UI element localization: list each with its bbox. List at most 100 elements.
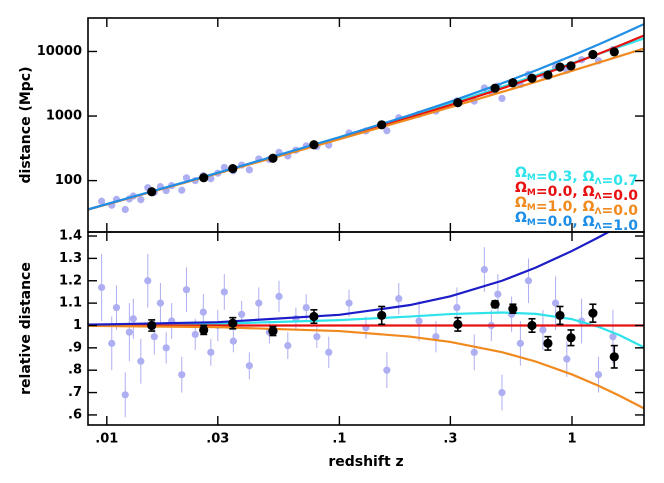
y-tick-label: 1.1 bbox=[59, 296, 82, 311]
model-line bbox=[88, 324, 644, 410]
data-point bbox=[539, 326, 547, 334]
binned-point bbox=[555, 62, 565, 72]
binned-point bbox=[566, 333, 576, 343]
binned-point bbox=[609, 47, 619, 57]
data-point bbox=[383, 366, 391, 374]
binned-point bbox=[453, 319, 463, 329]
y-tick-label: 1.3 bbox=[59, 251, 82, 266]
x-tick-label: 1 bbox=[567, 432, 576, 447]
data-point bbox=[156, 299, 165, 307]
legend-entry: ΩM=1.0, ΩΛ=0.0 bbox=[515, 195, 638, 219]
data-point bbox=[609, 333, 617, 341]
data-point bbox=[594, 371, 603, 379]
y-tick-label: 1 bbox=[73, 318, 82, 333]
data-point bbox=[498, 94, 506, 103]
binned-point bbox=[228, 164, 238, 174]
data-point bbox=[238, 310, 246, 318]
binned-point bbox=[309, 140, 319, 150]
data-point bbox=[150, 333, 158, 341]
y-tick-label: 1000 bbox=[46, 109, 82, 124]
data-point bbox=[125, 328, 133, 336]
binned-point bbox=[609, 352, 619, 362]
data-point bbox=[112, 303, 121, 312]
binned-point bbox=[490, 299, 500, 309]
data-point bbox=[144, 277, 152, 285]
legend-entry: ΩM=0.0, ΩΛ=0.0 bbox=[515, 180, 638, 204]
data-point bbox=[98, 197, 106, 205]
legend-entry: ΩM=0.3, ΩΛ=0.7 bbox=[515, 165, 638, 189]
y-tick-label: .6 bbox=[68, 407, 82, 422]
data-point bbox=[453, 303, 461, 312]
binned-point bbox=[555, 310, 565, 321]
y-axis-label: distance (Mpc) bbox=[18, 67, 34, 184]
data-point bbox=[383, 127, 391, 135]
plot-area bbox=[88, 232, 644, 418]
binned-point bbox=[199, 173, 209, 183]
x-tick-label: .01 bbox=[95, 432, 118, 447]
data-point bbox=[563, 355, 571, 363]
plot-area bbox=[88, 23, 644, 214]
data-point bbox=[178, 371, 186, 379]
data-point bbox=[345, 299, 353, 307]
data-point bbox=[498, 388, 506, 397]
binned-point bbox=[527, 73, 537, 83]
data-point bbox=[137, 196, 145, 204]
binned-point bbox=[508, 304, 518, 314]
data-point bbox=[137, 357, 145, 365]
legend-entry: ΩM=0.0, ΩΛ=1.0 bbox=[515, 210, 638, 234]
data-point bbox=[325, 348, 333, 356]
binned-point bbox=[147, 320, 157, 331]
binned-point bbox=[377, 310, 387, 321]
data-point bbox=[121, 205, 129, 214]
data-point bbox=[494, 290, 502, 298]
binned-point bbox=[588, 49, 598, 60]
binned-point bbox=[543, 70, 553, 80]
binned-point bbox=[377, 120, 387, 130]
data-point bbox=[191, 330, 199, 339]
model-line bbox=[88, 232, 611, 326]
data-point bbox=[108, 339, 116, 347]
binned-point bbox=[199, 325, 209, 335]
data-point bbox=[284, 342, 292, 350]
data-point bbox=[98, 283, 106, 292]
data-point bbox=[415, 317, 423, 325]
data-point bbox=[220, 288, 228, 296]
binned-point bbox=[309, 311, 319, 322]
binned-point bbox=[527, 320, 537, 331]
x-tick-label: .3 bbox=[443, 432, 457, 447]
binned-point bbox=[490, 83, 500, 93]
data-point bbox=[395, 295, 403, 303]
y-tick-label: 100 bbox=[55, 173, 82, 188]
data-point bbox=[551, 299, 560, 307]
binned-point bbox=[543, 338, 553, 348]
x-tick-label: .03 bbox=[206, 432, 229, 447]
data-point bbox=[255, 299, 263, 307]
data-point bbox=[182, 286, 191, 294]
data-point bbox=[432, 333, 440, 341]
model-line bbox=[88, 311, 644, 349]
y-tick-label: .8 bbox=[68, 363, 82, 378]
y-axis-label: relative distance bbox=[18, 262, 34, 395]
plot-frame bbox=[87, 231, 645, 426]
y-tick-label: 10000 bbox=[37, 44, 82, 59]
binned-point bbox=[147, 187, 157, 197]
data-point bbox=[229, 337, 237, 345]
data-point bbox=[470, 348, 478, 356]
data-point bbox=[480, 265, 488, 274]
data-point bbox=[162, 344, 170, 352]
data-point bbox=[199, 308, 207, 316]
binned-point bbox=[566, 61, 576, 71]
data-point bbox=[524, 277, 533, 285]
data-point bbox=[245, 362, 253, 370]
binned-point bbox=[228, 318, 238, 328]
data-point bbox=[516, 339, 524, 347]
x-axis-label: redshift z bbox=[328, 454, 403, 470]
data-point bbox=[207, 348, 215, 356]
data-point bbox=[129, 315, 137, 323]
y-tick-label: .7 bbox=[68, 385, 82, 400]
binned-point bbox=[268, 153, 278, 163]
binned-point bbox=[588, 308, 598, 318]
data-point bbox=[178, 186, 186, 194]
binned-point bbox=[508, 78, 518, 88]
